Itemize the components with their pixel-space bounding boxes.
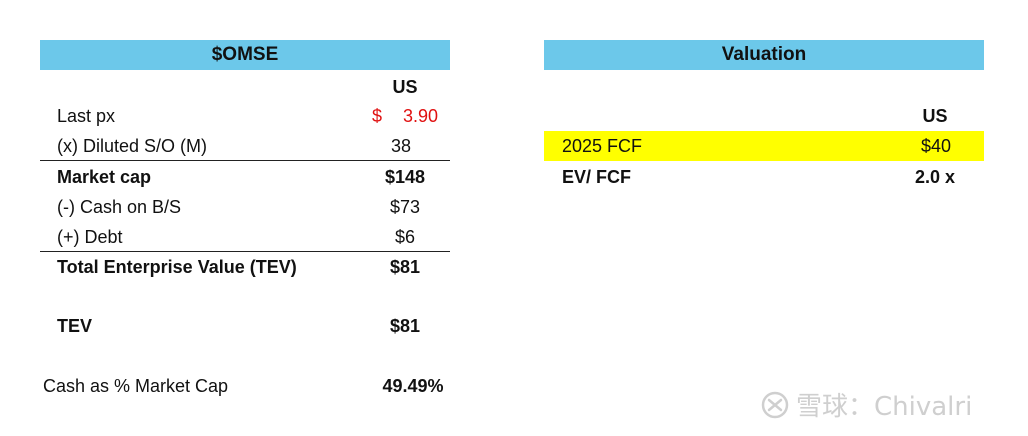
tev-total-value: $81 [389, 257, 421, 277]
fcf-value: $40 [920, 136, 952, 156]
debt-value: $6 [394, 227, 416, 247]
row-label-diluted-so: (x) Diluted S/O (M) [57, 136, 208, 156]
last-px-currency: $ [372, 106, 383, 126]
highlight-row [544, 131, 984, 161]
ev-fcf-value: 2.0 x [914, 167, 956, 187]
right-table-header: Valuation [544, 40, 984, 70]
right-currency-header: US [922, 106, 948, 126]
divider-rule [40, 251, 450, 252]
divider-rule [40, 160, 450, 161]
row-label-cash: (-) Cash on B/S [57, 197, 182, 217]
row-label-cash-pct: Cash as % Market Cap [43, 376, 229, 396]
last-px-value: 3.90 [402, 106, 438, 126]
cash-pct-value: 49.49% [382, 376, 444, 396]
left-table-header: $OMSE [40, 40, 450, 70]
row-label-market-cap: Market cap [57, 167, 152, 187]
watermark: 雪球：Chivalri [760, 386, 972, 423]
left-table-title: $OMSE [211, 44, 279, 65]
watermark-text: 雪球：Chivalri [796, 392, 973, 422]
row-label-debt: (+) Debt [57, 227, 123, 247]
row-label-last-px: Last px [57, 106, 116, 126]
row-label-tev-total: Total Enterprise Value (TEV) [57, 257, 297, 277]
row-label-tev: TEV [57, 316, 93, 336]
diluted-so-value: 38 [390, 136, 412, 156]
left-currency-header: US [392, 77, 418, 97]
row-label-fcf: 2025 FCF [562, 136, 643, 156]
cash-value: $73 [389, 197, 421, 217]
snowball-logo-icon [761, 391, 789, 419]
market-cap-value: $148 [384, 167, 426, 187]
right-table-title: Valuation [721, 44, 807, 65]
tev-value: $81 [389, 316, 421, 336]
row-label-ev-fcf: EV/ FCF [562, 167, 632, 187]
